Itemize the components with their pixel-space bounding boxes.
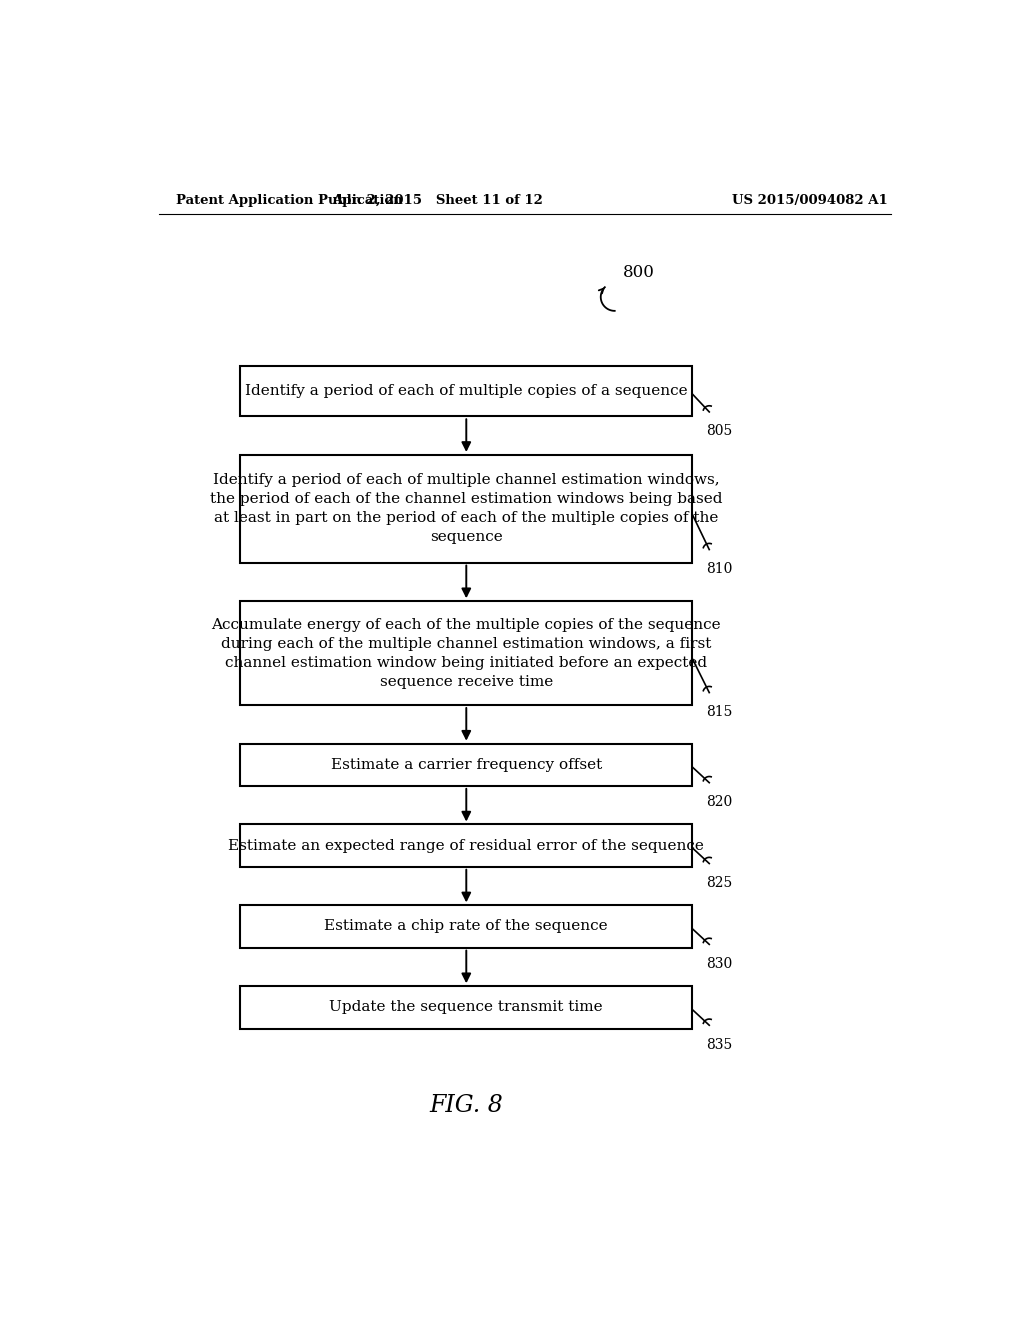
- Text: Patent Application Publication: Patent Application Publication: [176, 194, 402, 207]
- Text: 825: 825: [707, 876, 732, 890]
- Text: Estimate an expected range of residual error of the sequence: Estimate an expected range of residual e…: [228, 838, 705, 853]
- Bar: [241, 367, 692, 416]
- Text: Identify a period of each of multiple copies of a sequence: Identify a period of each of multiple co…: [245, 384, 687, 399]
- Text: 810: 810: [707, 562, 732, 576]
- Text: Estimate a carrier frequency offset: Estimate a carrier frequency offset: [331, 758, 602, 772]
- Text: US 2015/0094082 A1: US 2015/0094082 A1: [732, 194, 888, 207]
- Text: 835: 835: [707, 1038, 732, 1052]
- Text: Estimate a chip rate of the sequence: Estimate a chip rate of the sequence: [325, 920, 608, 933]
- Text: 815: 815: [707, 705, 732, 719]
- Text: 805: 805: [707, 424, 732, 438]
- Text: 800: 800: [623, 264, 654, 281]
- Text: Update the sequence transmit time: Update the sequence transmit time: [330, 1001, 603, 1014]
- Text: 820: 820: [707, 795, 732, 809]
- Bar: [241, 601, 692, 705]
- Text: Apr. 2, 2015   Sheet 11 of 12: Apr. 2, 2015 Sheet 11 of 12: [333, 194, 544, 207]
- Bar: [241, 743, 692, 785]
- Text: FIG. 8: FIG. 8: [429, 1094, 503, 1117]
- Text: Accumulate energy of each of the multiple copies of the sequence
during each of : Accumulate energy of each of the multipl…: [212, 618, 721, 689]
- Bar: [241, 455, 692, 562]
- Bar: [241, 825, 692, 867]
- Bar: [241, 986, 692, 1028]
- Bar: [241, 906, 692, 948]
- Text: Identify a period of each of multiple channel estimation windows,
the period of : Identify a period of each of multiple ch…: [210, 474, 723, 544]
- Text: 830: 830: [707, 957, 732, 970]
